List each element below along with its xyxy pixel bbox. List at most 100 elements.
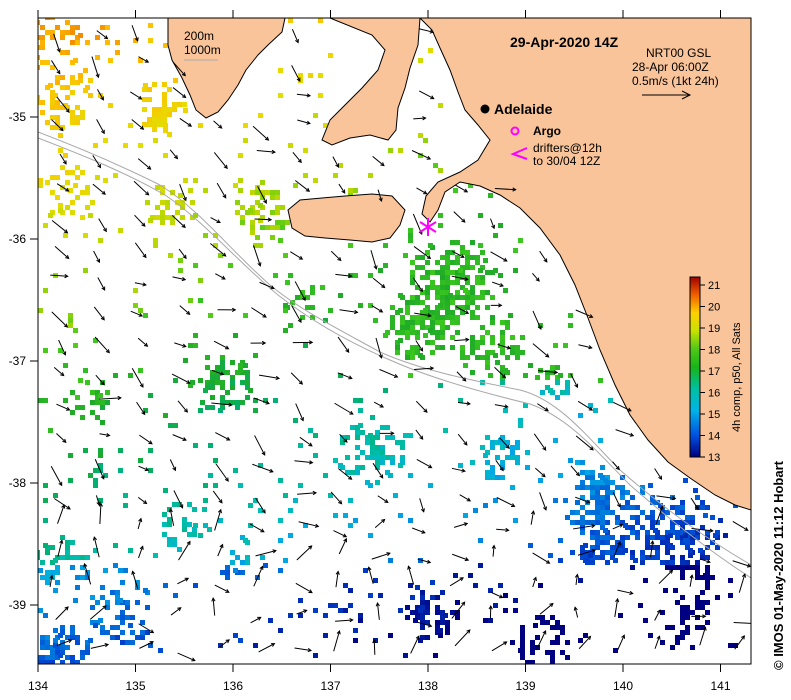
current-vector-icon [213, 340, 230, 350]
current-vector-icon [491, 544, 496, 557]
x-tick-label: 140 [613, 679, 633, 693]
current-vector-icon [97, 89, 104, 101]
contour-1000m-label: 1000m [184, 43, 221, 57]
current-vector-icon [131, 119, 145, 130]
current-vector-icon [375, 602, 380, 620]
current-vector-icon [699, 626, 707, 646]
current-vector-icon [539, 602, 554, 615]
current-vector-icon [296, 609, 308, 615]
current-vector-icon [419, 498, 425, 513]
x-tick-label: 136 [223, 679, 243, 693]
current-vector-icon [575, 309, 594, 319]
current-vector-icon [456, 371, 467, 382]
current-vector-icon [457, 401, 471, 406]
current-vector-icon [94, 336, 110, 354]
current-vector-icon [137, 158, 152, 170]
current-vector-icon [295, 582, 313, 594]
current-vector-icon [297, 119, 311, 125]
y-axis: -35 -36 -37 -38 -39 [9, 110, 38, 612]
current-vector-icon [250, 616, 262, 624]
current-vector-icon [699, 558, 711, 564]
current-vector-icon [56, 96, 70, 113]
current-vector-icon [295, 403, 304, 422]
colorbar-tick-label: 14 [708, 431, 720, 443]
current-vector-icon [372, 638, 377, 655]
current-vector-icon [491, 641, 508, 652]
colorbar-tick-label: 21 [708, 280, 720, 292]
current-vector-icon [732, 560, 751, 568]
current-vector-icon [138, 56, 150, 63]
current-vector-icon [574, 573, 580, 586]
current-vector-icon [612, 492, 621, 508]
product-line-1: NRT00 GSL [646, 46, 711, 60]
current-vector-icon [654, 635, 661, 649]
current-vector-icon [172, 276, 187, 282]
current-vector-icon [372, 462, 384, 479]
current-vector-icon [55, 606, 69, 620]
current-vector-icon [137, 517, 143, 530]
current-vector-icon [451, 275, 469, 282]
current-vector-icon [377, 189, 383, 203]
current-vector-icon [249, 523, 265, 533]
current-vector-icon [99, 432, 111, 438]
current-vector-icon [177, 652, 196, 662]
x-tick-label: 139 [515, 679, 535, 693]
product-info: NRT00 GSL 28-Apr 06:00Z 0.5m/s (1kt 24h) [632, 46, 719, 100]
current-vector-icon [59, 153, 67, 165]
current-vector-icon [457, 433, 468, 446]
current-vector-icon [258, 643, 276, 653]
current-vector-icon [407, 565, 415, 585]
current-vector-icon [411, 527, 426, 534]
current-vector-icon [291, 305, 302, 324]
current-vector-icon [570, 373, 579, 389]
drifter-legend-icon [510, 147, 528, 160]
current-vector-icon [211, 597, 216, 616]
current-vector-icon [534, 467, 546, 478]
current-vector-icon [99, 395, 122, 401]
current-vector-icon [215, 432, 231, 441]
argo-legend-icon [510, 126, 520, 136]
current-vector-icon [294, 180, 311, 192]
current-vector-icon [213, 152, 228, 170]
current-vector-icon [173, 490, 184, 509]
plot-frame [37, 17, 752, 665]
current-vector-icon [732, 521, 749, 531]
current-vector-icon [451, 601, 466, 619]
current-vector-icon [415, 429, 424, 440]
current-vector-icon [178, 540, 191, 561]
current-vector-icon [131, 570, 139, 590]
current-vector-icon [570, 465, 581, 477]
current-vector-icon [259, 281, 275, 290]
current-vector-icon [494, 187, 517, 192]
current-vector-icon [292, 340, 314, 345]
current-vector-icon [171, 215, 186, 229]
current-vector-icon [138, 465, 150, 472]
credit-text: © IMOS 01-May-2020 11:12 Hobart [771, 461, 786, 670]
current-vector-icon [373, 401, 385, 408]
current-vector-icon [532, 272, 540, 282]
current-vector-icon [691, 614, 707, 619]
current-vector-icon [212, 490, 223, 504]
current-vector-icon [410, 635, 420, 654]
current-vector-icon [177, 577, 190, 585]
colorbar-tick-label: 19 [708, 323, 720, 335]
drifter-legend-line-2: to 30/04 12Z [533, 154, 600, 168]
contour-200m-label: 200m [184, 29, 214, 43]
current-vector-icon [253, 397, 270, 405]
current-vector-icon [372, 155, 385, 167]
current-vector-icon [617, 589, 634, 596]
current-vector-icon [575, 435, 594, 451]
colorbar-tick-label: 15 [708, 409, 720, 421]
current-vector-icon [415, 400, 428, 413]
current-vector-icon [216, 182, 227, 199]
current-vector-icon [617, 634, 626, 651]
current-vector-icon [57, 504, 66, 524]
map-title: 29-Apr-2020 14Z [510, 34, 619, 50]
current-vector-icon [495, 460, 504, 472]
current-vector-icon [650, 540, 655, 558]
current-vector-icon [253, 245, 262, 267]
current-vector-icon [214, 584, 230, 593]
current-vector-icon [171, 373, 191, 384]
current-vector-icon [578, 344, 593, 350]
current-vector-icon [577, 400, 594, 411]
